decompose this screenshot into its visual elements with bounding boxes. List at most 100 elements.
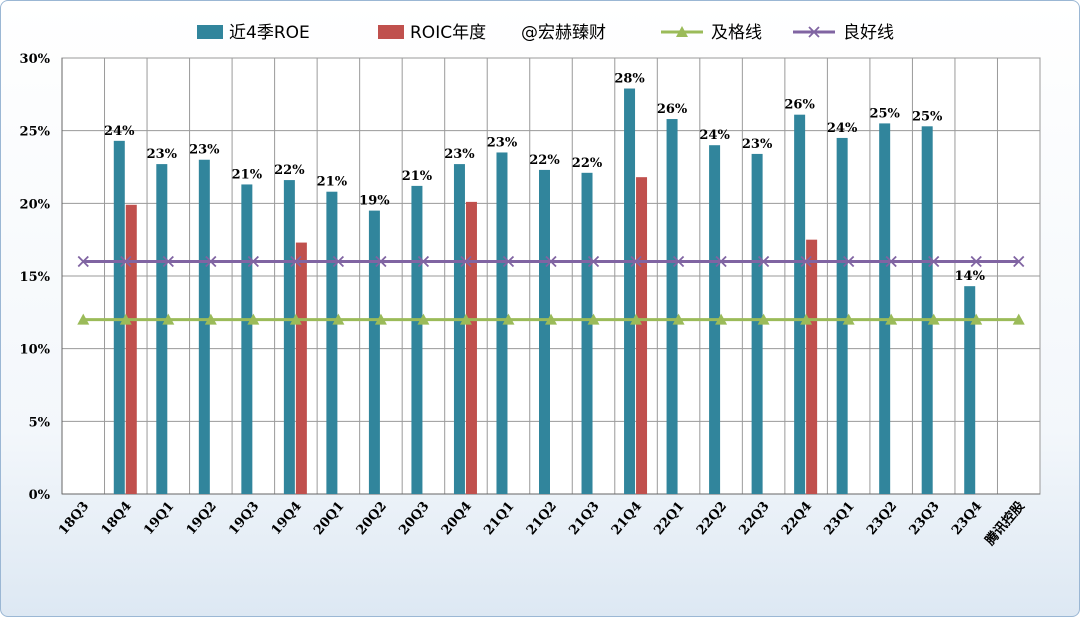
roe-bar (411, 185, 423, 495)
pass-line-marker (630, 313, 643, 325)
good-line-marker (800, 255, 812, 268)
pass-line-marker (927, 313, 940, 325)
good-line-marker (502, 255, 515, 268)
good-line-marker (290, 255, 302, 268)
roe-bar (879, 123, 891, 495)
legend-roic-swatch (378, 25, 404, 39)
roe-bar (241, 184, 253, 494)
x-tick-label: 22Q4 (779, 499, 815, 538)
x-tick-label: 21Q2 (524, 499, 560, 538)
x-tick-label: 23Q2 (864, 499, 900, 538)
x-tick-label: 19Q4 (269, 499, 305, 538)
legend-pass-label: 及格线 (711, 23, 762, 43)
x-tick-label: 20Q3 (396, 499, 432, 538)
good-line-marker (757, 255, 770, 268)
good-line-marker (205, 255, 217, 268)
legend-good-marker (808, 26, 820, 38)
roe-data-label: 26% (784, 98, 815, 113)
good-line-marker (630, 255, 642, 268)
good-line-marker (928, 255, 940, 268)
roe-bar (453, 164, 465, 495)
good-line-marker (460, 255, 472, 268)
roe-data-label: 23% (147, 147, 178, 162)
roe-data-label: 23% (742, 137, 773, 152)
roe-bar (496, 152, 508, 494)
roe-bar (539, 169, 550, 494)
pass-line-marker (374, 313, 387, 325)
y-tick-label: 5% (29, 415, 51, 430)
roe-data-label: 14% (954, 269, 985, 284)
good-line-marker (587, 255, 600, 268)
pass-line-marker (715, 313, 728, 325)
pass-line-marker (842, 313, 855, 325)
roe-data-label: 21% (232, 167, 263, 182)
roe-data-label: 24% (827, 121, 858, 136)
legend-roe-label: 近4季ROE (229, 23, 310, 43)
legend-good-label: 良好线 (843, 23, 894, 43)
roe-data-label: 24% (104, 124, 135, 139)
roe-bar (964, 286, 976, 494)
pass-line-marker (204, 313, 217, 325)
x-tick-label: 22Q1 (651, 499, 687, 538)
good-line-marker (885, 255, 897, 268)
good-line-marker (77, 255, 89, 268)
y-tick-label: 10% (20, 343, 51, 358)
pass-line-marker (502, 313, 515, 325)
good-line-marker (120, 255, 132, 268)
roe-bar (921, 126, 933, 494)
x-tick-label: 18Q3 (56, 499, 92, 538)
good-line-marker (715, 255, 727, 268)
x-tick-label: 23Q1 (821, 499, 857, 538)
roe-bar (113, 140, 125, 494)
roe-data-label: 25% (912, 109, 943, 124)
x-tick-label: 23Q4 (949, 499, 985, 538)
x-tick-label: 20Q4 (439, 499, 475, 538)
pass-line-marker (77, 313, 90, 325)
pass-line-marker (417, 313, 430, 325)
pass-line-marker (970, 313, 983, 325)
roe-bar (326, 191, 338, 494)
pass-line-marker (1012, 313, 1025, 325)
pass-line-marker (289, 313, 302, 325)
roe-data-label: 22% (274, 163, 305, 178)
roic-bar (636, 177, 648, 494)
roe-bar (836, 137, 848, 494)
roe-bar (794, 114, 806, 495)
legend-roic-label: ROIC年度 (410, 23, 486, 43)
roic-bar (806, 239, 818, 494)
legend-pass-marker (676, 26, 688, 37)
roe-data-label: 23% (189, 143, 220, 158)
roic-bar (465, 201, 477, 494)
x-tick-label: 20Q2 (354, 499, 390, 538)
good-line-marker (843, 255, 855, 268)
good-line-marker (1013, 255, 1025, 268)
x-tick-label: 19Q1 (141, 499, 177, 538)
x-tick-label: 21Q1 (481, 499, 517, 538)
roic-bar (295, 242, 307, 494)
roe-data-label: 26% (657, 102, 688, 117)
x-tick-label: 21Q4 (609, 499, 645, 538)
pass-line-marker (757, 313, 770, 325)
x-tick-label: 23Q3 (907, 499, 943, 538)
good-line-marker (332, 255, 345, 268)
roe-data-label: 22% (572, 156, 603, 171)
roe-data-label: 23% (487, 135, 518, 150)
x-tick-label: 19Q2 (184, 499, 220, 538)
y-tick-label: 20% (20, 197, 51, 212)
x-tick-label: 22Q3 (736, 499, 772, 538)
x-tick-label: 19Q3 (226, 499, 262, 538)
pass-line-marker (800, 313, 813, 325)
roe-bar (581, 172, 593, 494)
pass-line-marker (672, 313, 685, 325)
pass-line-marker (885, 313, 898, 325)
roe-data-label: 23% (444, 147, 475, 162)
y-tick-label: 30% (20, 52, 51, 67)
roe-bar (198, 159, 210, 494)
roe-data-label: 21% (317, 175, 348, 190)
roe-bar (624, 88, 636, 495)
x-tick-label: 21Q3 (566, 499, 602, 538)
legend-roe-swatch (197, 25, 223, 39)
x-tick-label: 22Q2 (694, 499, 730, 538)
